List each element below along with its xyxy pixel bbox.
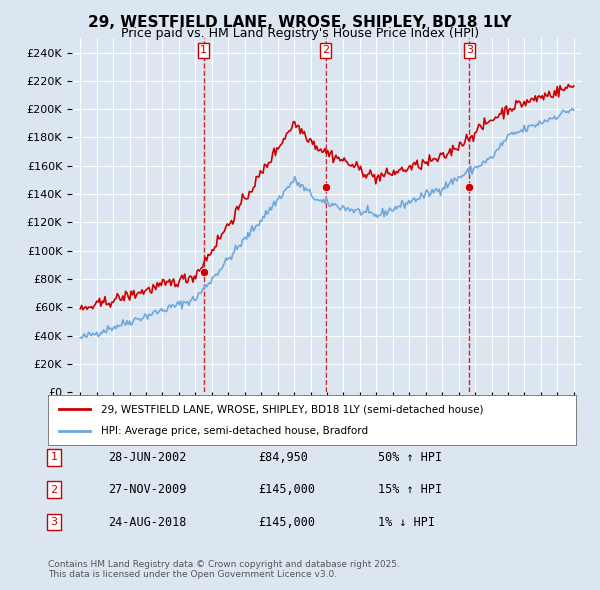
Text: 29, WESTFIELD LANE, WROSE, SHIPLEY, BD18 1LY: 29, WESTFIELD LANE, WROSE, SHIPLEY, BD18… xyxy=(88,15,512,30)
Text: 15% ↑ HPI: 15% ↑ HPI xyxy=(378,483,442,496)
Text: Contains HM Land Registry data © Crown copyright and database right 2025.
This d: Contains HM Land Registry data © Crown c… xyxy=(48,560,400,579)
Text: HPI: Average price, semi-detached house, Bradford: HPI: Average price, semi-detached house,… xyxy=(101,427,368,437)
Text: 3: 3 xyxy=(50,517,58,527)
Text: 28-JUN-2002: 28-JUN-2002 xyxy=(108,451,187,464)
Text: 2: 2 xyxy=(50,485,58,494)
Text: Price paid vs. HM Land Registry's House Price Index (HPI): Price paid vs. HM Land Registry's House … xyxy=(121,27,479,40)
Text: 2: 2 xyxy=(322,45,329,55)
Text: 3: 3 xyxy=(466,45,473,55)
Text: £84,950: £84,950 xyxy=(258,451,308,464)
Text: £145,000: £145,000 xyxy=(258,483,315,496)
Text: 1: 1 xyxy=(200,45,207,55)
Text: 1: 1 xyxy=(50,453,58,462)
Text: 24-AUG-2018: 24-AUG-2018 xyxy=(108,516,187,529)
Text: 29, WESTFIELD LANE, WROSE, SHIPLEY, BD18 1LY (semi-detached house): 29, WESTFIELD LANE, WROSE, SHIPLEY, BD18… xyxy=(101,404,484,414)
Text: 1% ↓ HPI: 1% ↓ HPI xyxy=(378,516,435,529)
Text: 50% ↑ HPI: 50% ↑ HPI xyxy=(378,451,442,464)
Text: 27-NOV-2009: 27-NOV-2009 xyxy=(108,483,187,496)
Text: £145,000: £145,000 xyxy=(258,516,315,529)
